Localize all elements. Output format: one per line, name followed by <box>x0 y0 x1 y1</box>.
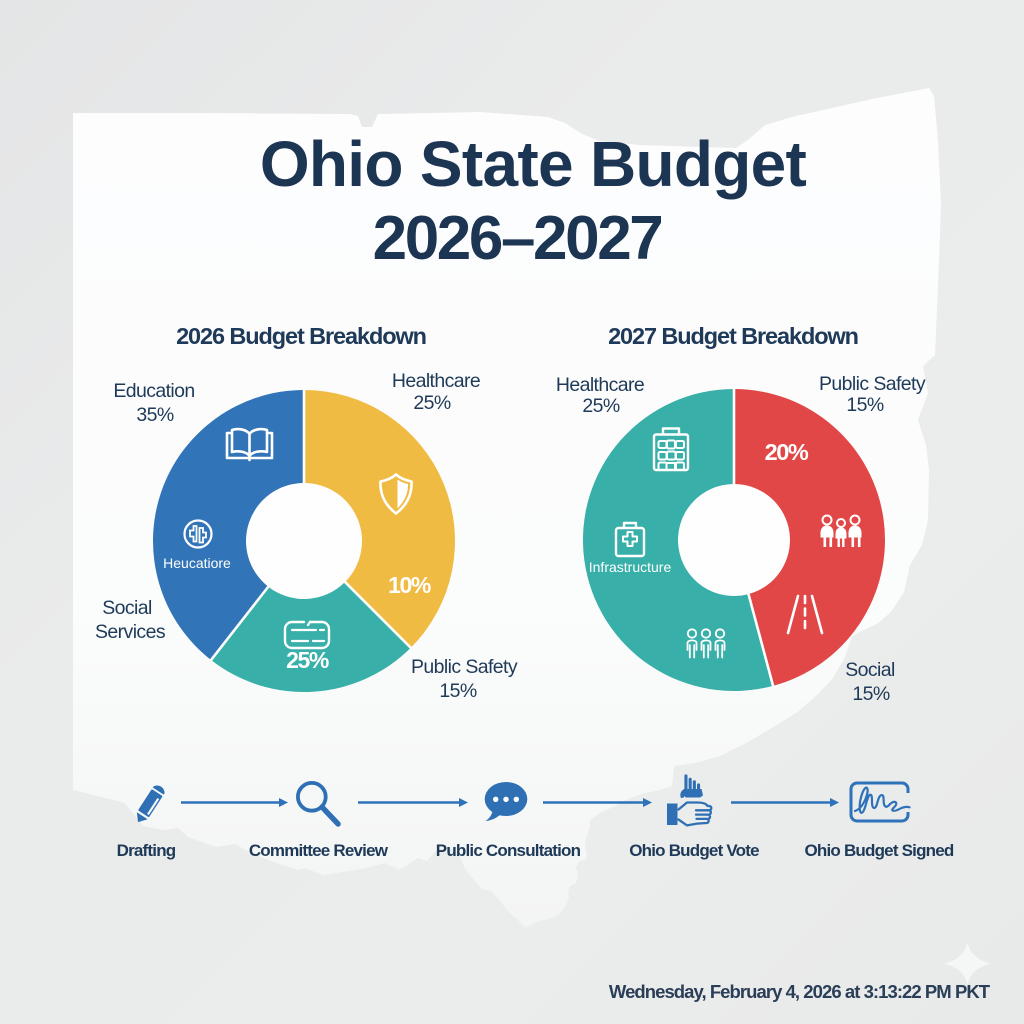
svg-text:2026 Budget Breakdown: 2026 Budget Breakdown <box>176 323 426 349</box>
svg-text:25%: 25% <box>582 395 619 417</box>
svg-text:Drafting: Drafting <box>117 841 176 860</box>
svg-text:25%: 25% <box>286 647 329 673</box>
svg-text:20%: 20% <box>765 439 809 465</box>
svg-text:Social: Social <box>102 597 152 619</box>
svg-text:Ohio Budget Vote: Ohio Budget Vote <box>629 841 759 860</box>
svg-text:2026–2027: 2026–2027 <box>373 204 662 273</box>
svg-text:15%: 15% <box>439 680 476 702</box>
svg-text:Services: Services <box>95 621 166 643</box>
svg-text:Ohio State Budget: Ohio State Budget <box>260 128 807 200</box>
svg-text:Public Consultation: Public Consultation <box>436 841 581 860</box>
svg-text:2027 Budget Breakdown: 2027 Budget Breakdown <box>608 323 858 349</box>
svg-text:Healthcare: Healthcare <box>556 374 644 396</box>
svg-text:Wednesday, February 4, 2026 at: Wednesday, February 4, 2026 at 3:13:22 P… <box>609 981 991 1002</box>
svg-text:Education: Education <box>113 380 194 402</box>
svg-text:35%: 35% <box>136 404 173 426</box>
svg-text:Healthcare: Healthcare <box>392 370 480 392</box>
svg-text:Ohio Budget Signed: Ohio Budget Signed <box>805 841 954 860</box>
svg-text:Social: Social <box>845 659 895 681</box>
svg-text:10%: 10% <box>388 572 431 598</box>
svg-text:Infrastructure: Infrastructure <box>589 559 672 575</box>
svg-text:Committee Review: Committee Review <box>249 841 389 860</box>
svg-text:15%: 15% <box>846 394 883 416</box>
svg-text:Public Safety: Public Safety <box>819 373 926 395</box>
svg-text:Public Safety: Public Safety <box>411 656 518 678</box>
svg-text:15%: 15% <box>852 683 889 705</box>
svg-text:25%: 25% <box>413 392 450 414</box>
svg-text:Heucatiore: Heucatiore <box>163 555 231 571</box>
